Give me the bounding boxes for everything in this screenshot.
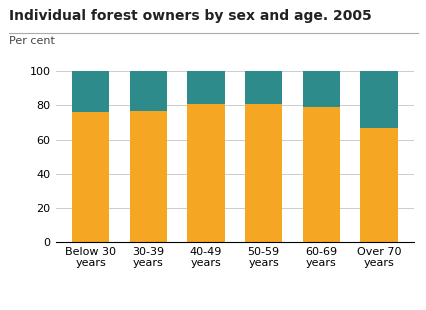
Bar xyxy=(72,112,109,242)
Bar xyxy=(302,107,340,242)
Bar xyxy=(72,71,109,112)
Bar xyxy=(245,71,282,104)
Bar xyxy=(302,71,340,107)
Bar xyxy=(245,104,282,242)
Text: Individual forest owners by sex and age. 2005: Individual forest owners by sex and age.… xyxy=(9,9,371,23)
Text: Per cent: Per cent xyxy=(9,36,54,46)
Bar xyxy=(360,71,397,128)
Bar xyxy=(129,110,167,242)
Bar xyxy=(187,104,224,242)
Bar xyxy=(187,71,224,104)
Bar xyxy=(360,128,397,242)
Bar xyxy=(129,71,167,110)
